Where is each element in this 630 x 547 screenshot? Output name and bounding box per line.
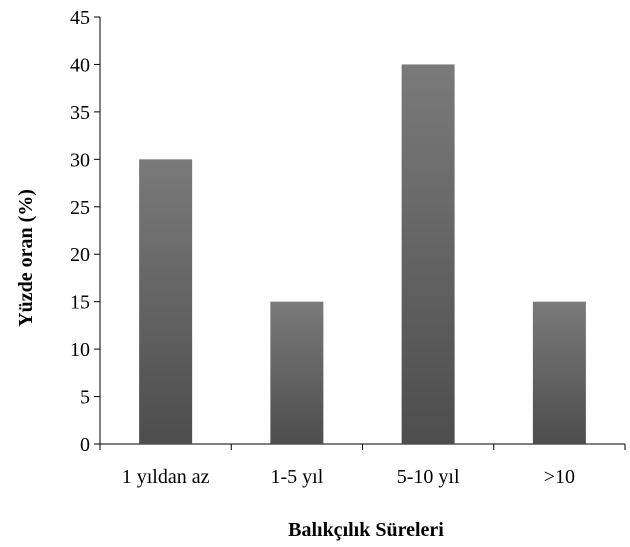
y-axis-title: Yüzde oran (%)	[15, 189, 37, 327]
x-tick-label: 1 yıldan az	[122, 466, 210, 488]
bar	[401, 64, 455, 444]
bar	[139, 159, 193, 445]
y-tick-label: 20	[70, 244, 90, 266]
bar	[532, 301, 586, 444]
y-tick-label: 25	[70, 197, 90, 219]
bar	[270, 301, 324, 444]
y-tick-label: 30	[70, 149, 90, 171]
y-tick-label: 10	[70, 339, 90, 361]
x-tick-label: 1-5 yıl	[270, 466, 323, 488]
y-tick-label: 40	[70, 54, 90, 76]
y-tick-label: 35	[70, 102, 90, 124]
x-tick-label: >10	[544, 466, 575, 488]
y-tick-label: 45	[70, 7, 90, 29]
x-axis-title: Balıkçılık Süreleri	[288, 519, 444, 541]
y-tick-label: 15	[70, 292, 90, 314]
x-tick-label: 5-10 yıl	[397, 466, 460, 488]
y-tick-label: 5	[80, 387, 90, 409]
plot-area: 0 5 10 15 20 25 30 35 40 45 1 yıldan az 1-5 yıl 5-10…	[70, 7, 626, 488]
y-tick-label: 0	[80, 434, 90, 456]
